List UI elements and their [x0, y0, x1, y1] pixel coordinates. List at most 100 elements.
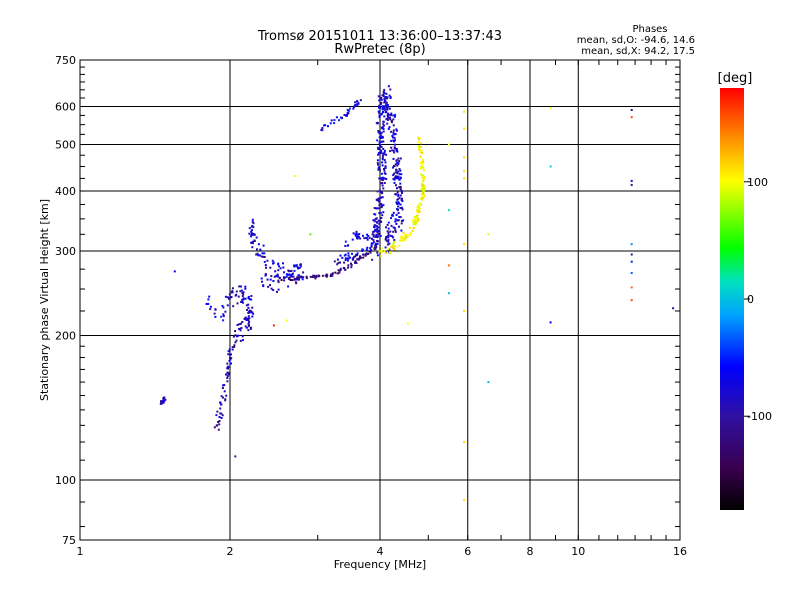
data-point [383, 98, 386, 101]
data-point [423, 176, 425, 179]
data-point [240, 285, 242, 288]
data-point [383, 159, 386, 162]
data-point [291, 279, 294, 282]
data-point [416, 215, 418, 218]
data-point [230, 362, 232, 365]
data-point [356, 100, 358, 103]
data-point [282, 262, 284, 265]
data-point [463, 310, 466, 312]
data-point [377, 168, 380, 171]
x-axis-label: Frequency [MHz] [334, 558, 426, 571]
data-point [399, 203, 402, 206]
data-point [241, 298, 244, 301]
data-point [339, 116, 342, 119]
data-point [222, 319, 225, 322]
data-point [205, 303, 208, 305]
data-point [396, 149, 399, 152]
data-point [398, 173, 401, 176]
data-point [222, 313, 225, 316]
data-point [391, 245, 394, 247]
data-point [355, 234, 358, 237]
data-point [285, 275, 288, 278]
data-point [250, 234, 253, 236]
data-point [362, 234, 364, 237]
data-point [421, 160, 424, 163]
data-point [314, 277, 317, 280]
data-point [399, 216, 402, 219]
data-point [377, 110, 380, 113]
data-point [383, 101, 386, 104]
data-point [217, 421, 220, 423]
data-point [399, 239, 402, 242]
data-point [370, 244, 373, 247]
data-point [357, 102, 360, 105]
data-point [375, 242, 377, 245]
data-point [275, 274, 278, 277]
data-point [235, 290, 238, 293]
data-point [422, 166, 425, 169]
data-point [341, 256, 344, 259]
data-point [163, 400, 166, 403]
data-point [414, 215, 417, 218]
data-point [376, 251, 379, 254]
data-point [378, 140, 381, 143]
data-point [160, 400, 162, 403]
data-point [247, 297, 250, 300]
data-point [266, 259, 269, 262]
data-point [242, 293, 245, 296]
data-point [362, 253, 365, 256]
data-point [395, 201, 398, 204]
data-point [288, 270, 290, 273]
data-point [220, 417, 223, 419]
data-point [384, 166, 387, 169]
data-point [394, 139, 396, 142]
data-point [260, 255, 263, 258]
data-point [251, 232, 253, 235]
data-point [409, 233, 411, 236]
data-point [287, 285, 290, 288]
data-point [216, 424, 219, 427]
data-point [245, 326, 248, 329]
data-point [361, 250, 364, 252]
data-point [363, 237, 366, 240]
data-point [392, 132, 395, 135]
data-point [381, 214, 384, 217]
data-point [383, 88, 386, 91]
data-point [249, 326, 252, 329]
data-point [222, 315, 225, 317]
data-point [383, 168, 385, 170]
data-point [390, 245, 393, 248]
data-point [247, 329, 250, 332]
data-point [630, 179, 633, 182]
data-point [298, 278, 300, 281]
data-point [380, 145, 383, 148]
data-point [387, 248, 390, 251]
data-point [387, 127, 390, 130]
data-point [381, 112, 384, 115]
data-point [240, 327, 243, 329]
data-point [299, 276, 302, 279]
data-point [371, 237, 373, 240]
data-point [364, 254, 367, 257]
data-point [382, 148, 385, 150]
data-point [386, 230, 389, 233]
data-point [231, 348, 234, 351]
data-point [377, 95, 380, 98]
data-point [358, 257, 361, 260]
data-point [422, 193, 425, 196]
data-point [248, 321, 251, 323]
colorbar-label: [deg] [718, 71, 753, 86]
data-point [389, 234, 392, 237]
data-point [321, 127, 324, 129]
data-point [397, 198, 400, 201]
data-point [422, 168, 425, 171]
data-point [224, 295, 227, 298]
data-point [382, 95, 385, 98]
data-point [391, 149, 394, 152]
data-point [391, 246, 394, 249]
data-point [389, 116, 391, 119]
data-point [295, 278, 297, 281]
data-point [447, 292, 450, 295]
data-point [339, 261, 341, 264]
data-point [309, 275, 312, 278]
